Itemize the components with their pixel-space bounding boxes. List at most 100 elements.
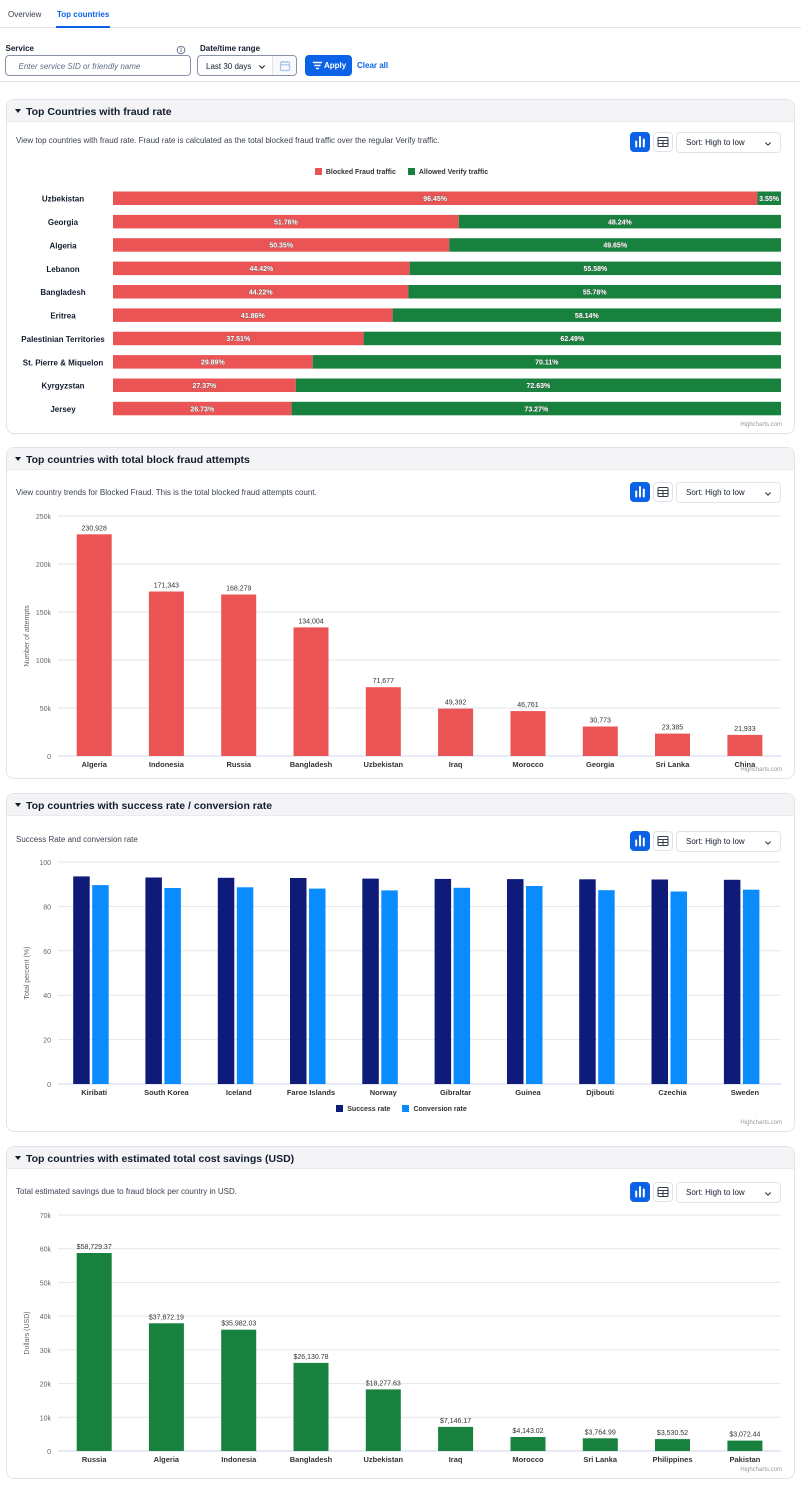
svg-text:70.11%: 70.11%: [535, 360, 559, 367]
svg-text:Sri Lanka: Sri Lanka: [583, 1455, 618, 1464]
svg-text:Russia: Russia: [82, 1455, 107, 1464]
svg-text:Bangladesh: Bangladesh: [40, 288, 85, 297]
svg-text:Algeria: Algeria: [81, 760, 107, 769]
svg-text:Iraq: Iraq: [449, 1455, 463, 1464]
svg-text:20k: 20k: [40, 1382, 52, 1389]
svg-text:37.51%: 37.51%: [226, 336, 251, 343]
svg-text:$4,143.02: $4,143.02: [512, 1428, 543, 1435]
svg-text:Czechia: Czechia: [658, 1088, 687, 1097]
svg-text:Uzbekistan: Uzbekistan: [363, 760, 403, 769]
svg-text:Georgia: Georgia: [586, 760, 615, 769]
svg-text:Uzbekistan: Uzbekistan: [363, 1455, 403, 1464]
svg-text:49,392: 49,392: [445, 700, 467, 707]
svg-text:26.73%: 26.73%: [190, 406, 215, 413]
svg-text:Philippines: Philippines: [652, 1455, 692, 1464]
svg-text:Russia: Russia: [226, 760, 251, 769]
svg-text:50k: 50k: [40, 1280, 52, 1287]
svg-text:Morocco: Morocco: [512, 760, 544, 769]
svg-text:Palestinian Territories: Palestinian Territories: [21, 335, 105, 344]
svg-text:51.76%: 51.76%: [274, 219, 299, 226]
svg-text:Bangladesh: Bangladesh: [290, 1455, 333, 1464]
svg-text:10k: 10k: [40, 1415, 52, 1422]
svg-text:49.65%: 49.65%: [603, 243, 628, 250]
svg-text:Bangladesh: Bangladesh: [290, 760, 333, 769]
svg-text:250k: 250k: [36, 514, 52, 521]
svg-text:60k: 60k: [40, 1247, 52, 1254]
svg-text:Kyrgyzstan: Kyrgyzstan: [41, 382, 84, 391]
svg-text:Faroe Islands: Faroe Islands: [287, 1088, 335, 1097]
svg-text:134,004: 134,004: [298, 618, 323, 625]
svg-text:$3,530.52: $3,530.52: [657, 1430, 688, 1437]
svg-text:$7,146.17: $7,146.17: [440, 1418, 471, 1425]
svg-text:46,761: 46,761: [517, 702, 539, 709]
svg-text:$37,872.19: $37,872.19: [149, 1314, 184, 1321]
svg-text:44.22%: 44.22%: [249, 290, 274, 297]
svg-text:23,385: 23,385: [662, 725, 684, 732]
svg-text:3.55%: 3.55%: [759, 196, 780, 203]
svg-text:80: 80: [43, 904, 51, 911]
svg-text:Jersey: Jersey: [50, 405, 76, 414]
svg-text:0: 0: [47, 754, 51, 761]
svg-text:20: 20: [43, 1038, 51, 1045]
svg-text:73.27%: 73.27%: [524, 406, 549, 413]
svg-text:100: 100: [39, 860, 51, 867]
svg-text:71,677: 71,677: [373, 678, 395, 685]
svg-text:40: 40: [43, 993, 51, 1000]
svg-text:$18,277.63: $18,277.63: [366, 1380, 401, 1387]
svg-text:$35,982.03: $35,982.03: [221, 1321, 256, 1328]
svg-text:29.89%: 29.89%: [201, 360, 226, 367]
svg-text:60: 60: [43, 949, 51, 956]
svg-text:Gibraltar: Gibraltar: [440, 1088, 471, 1097]
svg-text:Eritrea: Eritrea: [50, 312, 76, 321]
svg-text:Total percent (%): Total percent (%): [24, 947, 31, 1000]
svg-text:100k: 100k: [36, 658, 52, 665]
svg-text:Number of attempts: Number of attempts: [24, 605, 31, 667]
svg-text:Iceland: Iceland: [226, 1088, 252, 1097]
svg-text:Algeria: Algeria: [49, 241, 77, 250]
svg-text:Dollars (USD): Dollars (USD): [24, 1311, 31, 1354]
svg-text:150k: 150k: [36, 610, 52, 617]
svg-text:$3,764.99: $3,764.99: [585, 1429, 616, 1436]
svg-text:$58,729.37: $58,729.37: [77, 1244, 112, 1251]
svg-text:China: China: [734, 760, 756, 769]
svg-text:48.24%: 48.24%: [608, 219, 633, 226]
svg-text:0: 0: [47, 1449, 51, 1456]
svg-text:Indonesia: Indonesia: [221, 1455, 257, 1464]
svg-text:0: 0: [47, 1082, 51, 1089]
svg-text:Djibouti: Djibouti: [586, 1088, 614, 1097]
svg-text:55.78%: 55.78%: [583, 290, 608, 297]
svg-text:230,928: 230,928: [82, 525, 107, 532]
svg-text:21,933: 21,933: [734, 726, 756, 733]
svg-text:Morocco: Morocco: [512, 1455, 544, 1464]
svg-text:168,279: 168,279: [226, 586, 251, 593]
svg-text:Kiribati: Kiribati: [81, 1088, 107, 1097]
svg-text:Sri Lanka: Sri Lanka: [656, 760, 691, 769]
svg-text:44.42%: 44.42%: [250, 266, 275, 273]
svg-text:Lebanon: Lebanon: [46, 265, 79, 274]
svg-text:40k: 40k: [40, 1314, 52, 1321]
svg-text:Norway: Norway: [370, 1088, 398, 1097]
svg-text:Uzbekistan: Uzbekistan: [42, 195, 84, 204]
svg-text:72.63%: 72.63%: [527, 383, 552, 390]
svg-text:30,773: 30,773: [589, 718, 611, 725]
svg-text:41.86%: 41.86%: [241, 313, 266, 320]
svg-text:St. Pierre & Miquelon: St. Pierre & Miquelon: [23, 358, 104, 367]
svg-text:Guinea: Guinea: [515, 1088, 541, 1097]
svg-text:South Korea: South Korea: [144, 1088, 189, 1097]
svg-text:30k: 30k: [40, 1348, 52, 1355]
svg-text:Pakistan: Pakistan: [729, 1455, 760, 1464]
svg-text:Sweden: Sweden: [731, 1088, 760, 1097]
svg-text:27.37%: 27.37%: [193, 383, 218, 390]
svg-text:Indonesia: Indonesia: [149, 760, 185, 769]
svg-text:50.35%: 50.35%: [269, 243, 294, 250]
svg-text:200k: 200k: [36, 562, 52, 569]
svg-text:Georgia: Georgia: [48, 218, 79, 227]
svg-text:171,343: 171,343: [154, 583, 179, 590]
svg-text:50k: 50k: [40, 706, 52, 713]
svg-text:70k: 70k: [40, 1213, 52, 1220]
svg-text:58.14%: 58.14%: [575, 313, 600, 320]
svg-text:$3,072.44: $3,072.44: [729, 1432, 760, 1439]
svg-text:Algeria: Algeria: [154, 1455, 180, 1464]
svg-text:Iraq: Iraq: [449, 760, 463, 769]
svg-text:96.45%: 96.45%: [423, 196, 448, 203]
